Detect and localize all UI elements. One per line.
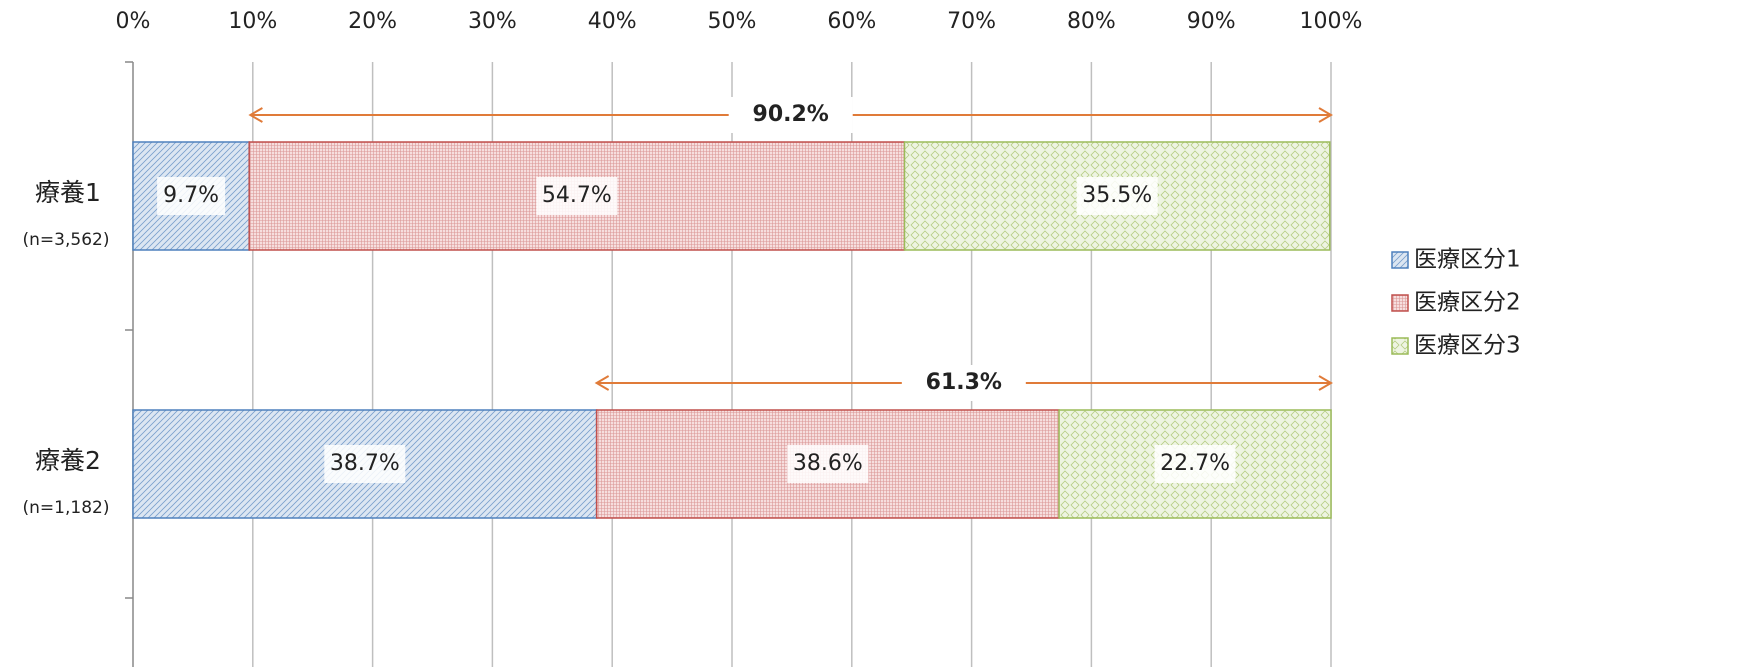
value-label-bg	[1154, 445, 1236, 483]
value-label: 54.7%	[542, 183, 612, 208]
value-label: 9.7%	[163, 183, 219, 208]
x-tick-label: 0%	[116, 9, 151, 34]
category-label: 療養2	[35, 446, 101, 475]
value-label-bg	[324, 445, 406, 483]
arrow-head	[594, 375, 610, 391]
value-label-bg	[536, 177, 618, 215]
x-tick-label: 20%	[348, 9, 397, 34]
legend-swatch	[1391, 251, 1409, 269]
value-label: 38.7%	[330, 451, 400, 476]
annotation-bg	[728, 97, 853, 133]
value-label: 38.6%	[793, 451, 863, 476]
value-label: 35.5%	[1082, 183, 1152, 208]
annotation-label: 61.3%	[926, 370, 1002, 395]
arrow-head	[1318, 375, 1333, 391]
x-tick-label: 60%	[827, 9, 876, 34]
x-tick-label: 40%	[588, 9, 637, 34]
category-label: 療養1	[35, 178, 101, 207]
value-label-bg	[1076, 177, 1158, 215]
x-tick-label: 80%	[1067, 9, 1116, 34]
x-tick-label: 30%	[468, 9, 517, 34]
value-label-bg	[157, 177, 226, 215]
annotation-label: 90.2%	[753, 102, 829, 127]
value-label: 22.7%	[1160, 451, 1230, 476]
legend-swatch	[1391, 294, 1409, 312]
category-note: (n=3,562)	[23, 230, 110, 250]
x-tick-label: 100%	[1300, 9, 1363, 34]
legend-label: 医療区分2	[1414, 290, 1521, 316]
x-tick-label: 10%	[228, 9, 277, 34]
arrow-head	[1318, 107, 1333, 123]
value-label-bg	[787, 445, 869, 483]
annotation-bg	[901, 365, 1026, 401]
x-tick-label: 90%	[1187, 9, 1236, 34]
arrow-head	[248, 107, 263, 123]
category-note: (n=1,182)	[23, 498, 110, 518]
legend-swatch	[1391, 337, 1409, 355]
x-tick-label: 50%	[708, 9, 757, 34]
legend-label: 医療区分3	[1414, 333, 1521, 359]
legend-label: 医療区分1	[1414, 247, 1521, 273]
x-tick-label: 70%	[947, 9, 996, 34]
